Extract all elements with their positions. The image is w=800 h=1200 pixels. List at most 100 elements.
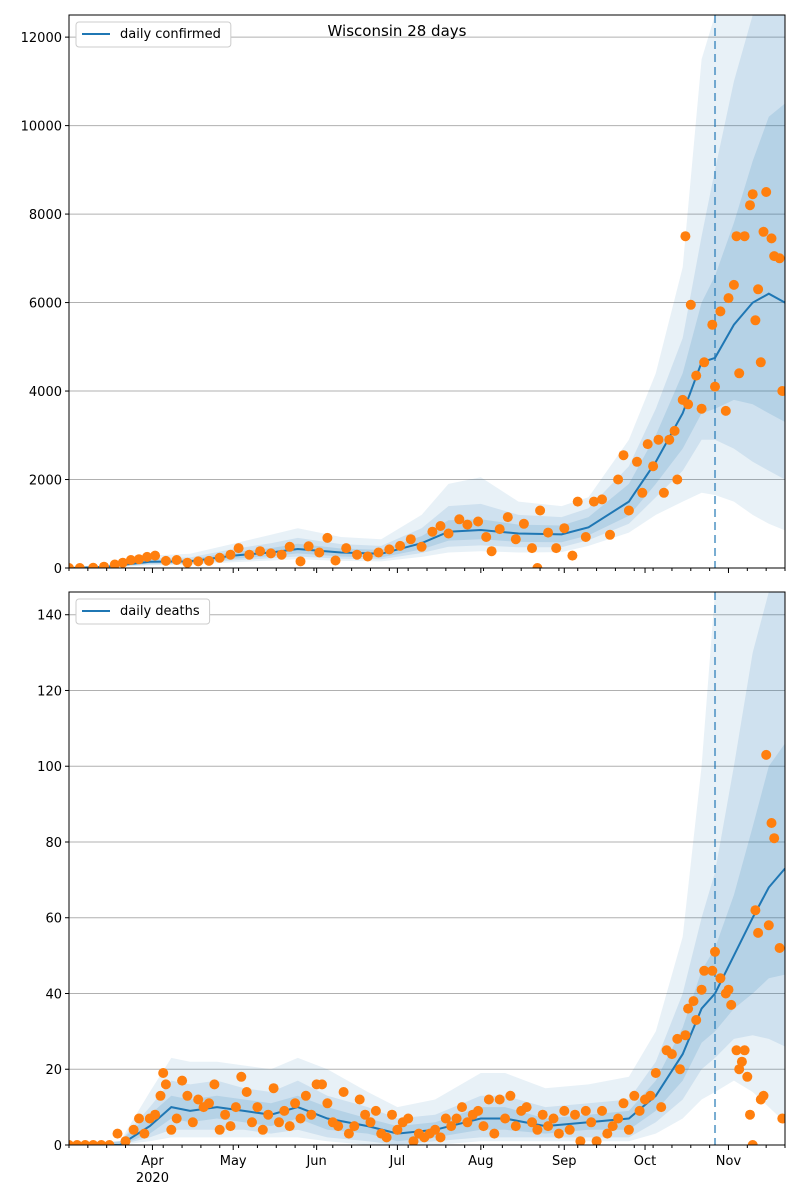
median-line [69,867,785,1145]
legend-label: daily deaths [120,604,200,619]
observed-point [384,544,395,555]
observed-point [527,543,537,554]
observed-point [699,965,710,976]
observed-point [570,1109,580,1120]
observed-point [653,434,664,445]
observed-point [427,526,438,537]
observed-point [354,1094,365,1105]
observed-point [758,1090,769,1101]
legend-label: daily confirmed [120,27,221,42]
observed-point [769,833,780,844]
observed-point [166,1124,177,1135]
deaths-panel: 0 20 40 60 80 100 120 140 Apr May Jun Jul Aug Sep Oct N… [37,591,786,1186]
observed-point [276,549,287,560]
observed-point [257,1124,268,1135]
observed-point [473,1105,484,1116]
observed-point [580,532,591,542]
observed-point [728,279,739,290]
y-tick-label: 8000 [29,208,62,223]
confirmed-panel: 0 2000 4000 6000 8000 10000 12000 daily confirm… [21,14,786,577]
observed-point [349,1121,360,1132]
observed-point [295,1113,306,1124]
observed-point [564,1124,575,1135]
observed-point [588,496,599,507]
observed-point [618,1098,629,1109]
observed-point [685,299,696,310]
plot-area [69,15,785,568]
observed-point [381,1132,392,1143]
observed-point [494,1094,505,1105]
observed-point [360,1109,371,1120]
y-tick-label: 20 [45,1063,62,1078]
observed-point [187,1117,198,1128]
legend: daily confirmed [75,21,232,48]
observed-point [613,474,624,485]
observed-point [88,1140,99,1145]
observed-point [303,541,314,552]
observed-point [252,1102,263,1113]
legend-box [75,598,211,625]
observed-point [204,1098,214,1109]
observed-point [284,541,295,552]
observed-point [618,450,629,461]
observed-point [120,1136,131,1145]
observed-point [500,1113,511,1124]
observed-point [683,399,694,410]
observed-point [225,1121,236,1132]
observed-point [586,1117,597,1128]
observed-point [214,1124,225,1135]
observed-point [209,1079,220,1090]
observed-point [193,556,204,567]
observed-point [707,319,718,330]
y-tick-label: 120 [37,684,62,699]
observed-point [279,1105,290,1116]
observed-point [160,1079,171,1090]
observed-point [734,1064,745,1075]
observed-point [664,434,675,445]
observed-point [680,231,691,242]
observed-point [669,425,680,436]
observed-point [750,315,761,326]
observed-point [753,927,764,938]
y-tick-label: 0 [54,562,62,577]
observed-point [373,547,384,558]
observed-point [597,1105,607,1116]
observed-point [204,555,214,566]
observed-point [510,534,521,545]
x-tick-label: Apr [141,1154,164,1169]
observed-point [710,946,720,957]
observed-point [623,505,634,516]
observed-point [720,405,731,416]
observed-point [696,403,707,414]
observed-point [710,381,720,392]
observed-point [739,1045,750,1056]
observed-point [766,233,777,244]
observed-point [338,1087,349,1097]
observed-point [352,549,362,560]
observed-point [750,905,761,916]
observed-point [518,518,529,529]
observed-point [306,1109,317,1120]
observed-point [233,543,244,554]
observed-point [745,1109,755,1120]
observed-point [104,1140,115,1145]
x-tick-label: Jul [389,1154,406,1169]
y-tick-label: 140 [37,609,62,624]
observed-point [220,1109,231,1120]
observed-point [774,943,785,953]
observed-point [333,1121,344,1132]
y-tick-label: 60 [45,912,62,927]
observed-point [761,749,772,760]
observed-point [241,1087,252,1097]
observed-point [543,1121,554,1132]
observed-point [521,1102,532,1113]
observed-point [405,534,416,545]
y-tick-label: 4000 [29,385,62,400]
observed-point [739,231,750,242]
observed-point [634,1105,645,1116]
observed-point [696,984,707,995]
observed-point [688,996,699,1007]
observed-point [462,1117,473,1128]
y-tick-label: 12000 [21,31,62,46]
y-tick-label: 6000 [29,297,62,312]
